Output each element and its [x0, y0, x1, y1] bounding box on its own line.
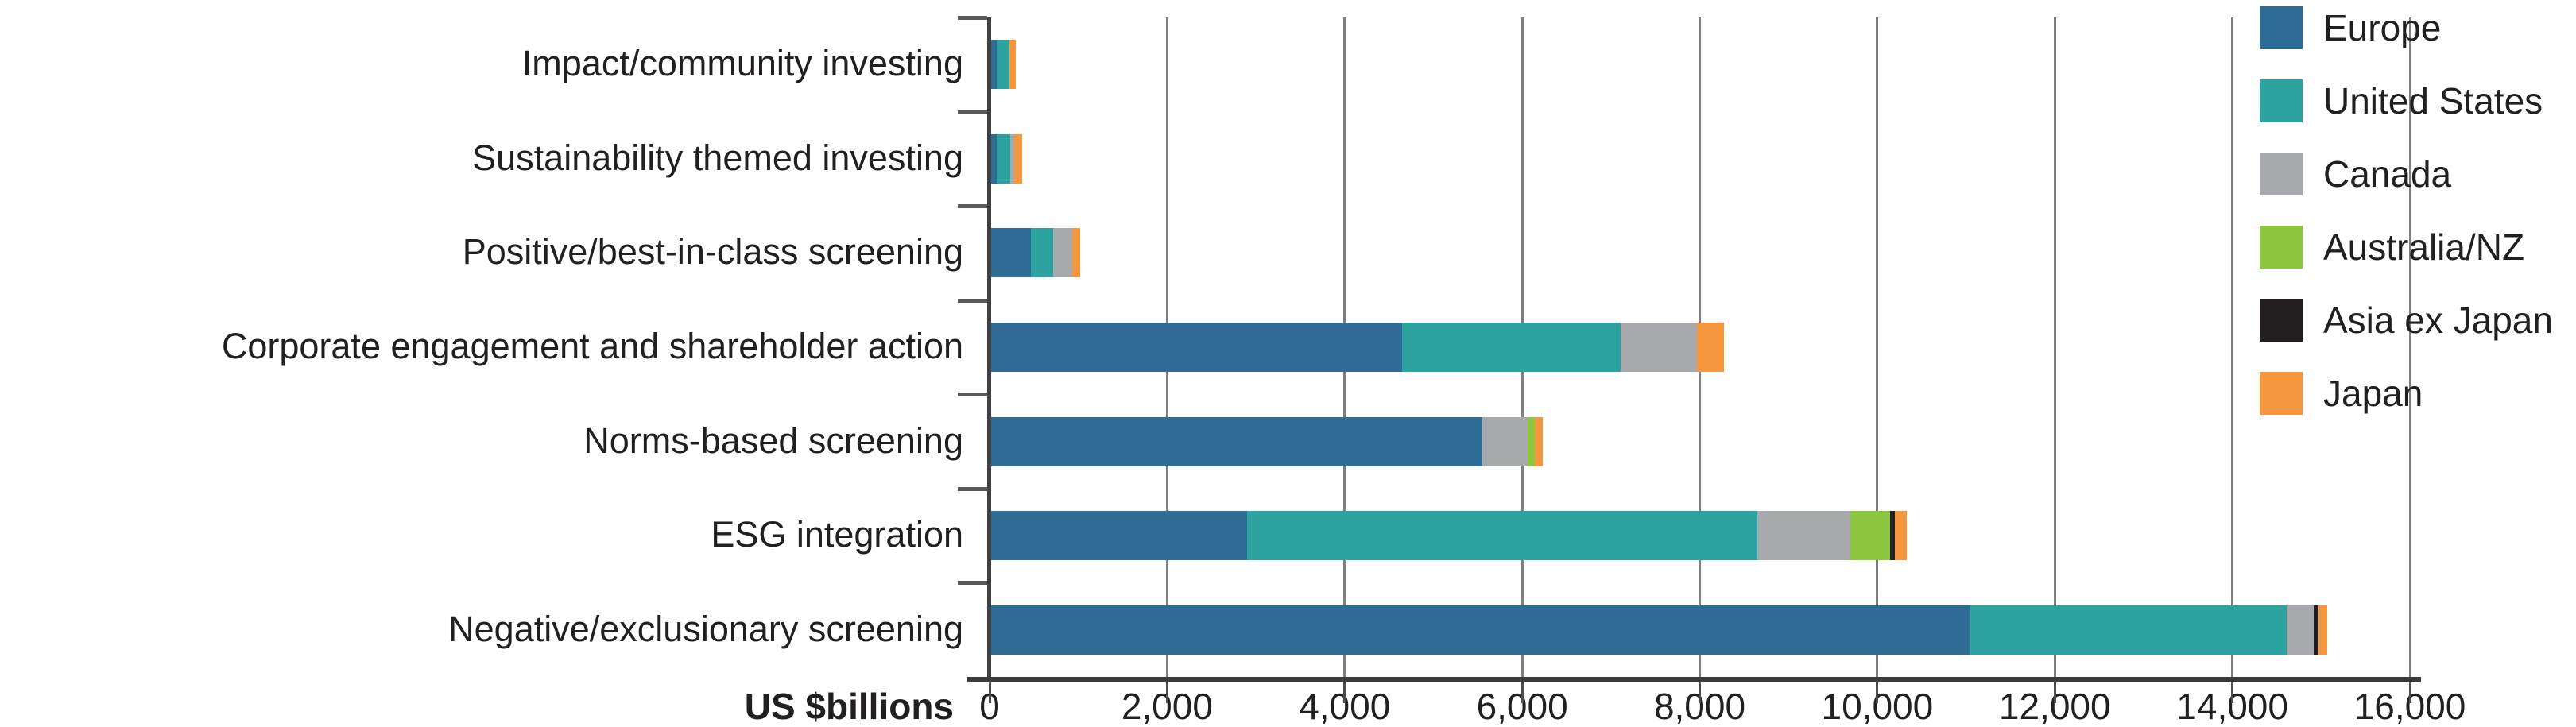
- bar-segment-asia-ex-japan: [2314, 605, 2319, 655]
- bar-norms-based-screening: [990, 416, 1543, 466]
- bar-segment-japan: [1071, 228, 1081, 278]
- bar-segment-japan: [1894, 511, 1907, 561]
- x-axis-tick: [2053, 677, 2056, 703]
- legend-item-japan: Japan: [2260, 372, 2423, 415]
- bar-segment-australia-nz: [1527, 416, 1536, 466]
- x-axis-tick: [1165, 677, 1168, 703]
- gridline: [1876, 17, 1879, 677]
- gridline: [2231, 17, 2234, 677]
- bar-segment-europe: [990, 133, 997, 184]
- x-axis-line: [967, 677, 2421, 682]
- legend-swatch-united-states: [2260, 79, 2303, 122]
- bar-segment-canada: [1009, 133, 1014, 184]
- category-label: Impact/community investing: [521, 43, 963, 84]
- legend-label: Japan: [2323, 373, 2423, 414]
- bar-segment-canada: [2286, 605, 2315, 655]
- x-axis-tick: [988, 677, 991, 703]
- bar-segment-canada: [1053, 228, 1072, 278]
- bar-segment-europe: [990, 40, 997, 90]
- legend-swatch-japan: [2260, 372, 2303, 415]
- bar-segment-canada: [1621, 323, 1698, 372]
- y-axis-tick: [958, 486, 987, 491]
- bar-segment-australia-nz: [1850, 511, 1890, 561]
- bar-segment-canada: [1482, 416, 1528, 466]
- bar-corporate-engagement-and-shareholder-action: [990, 323, 1724, 372]
- legend-label: Asia ex Japan: [2323, 300, 2553, 341]
- legend-item-europe: Europe: [2260, 6, 2441, 49]
- y-axis-tick: [958, 204, 987, 209]
- bar-segment-united-states: [1402, 323, 1621, 372]
- category-label: Positive/best-in-class screening: [462, 231, 963, 273]
- bar-sustainability-themed-investing: [990, 133, 1022, 184]
- legend-item-asia-ex-japan: Asia ex Japan: [2260, 299, 2553, 342]
- bar-segment-japan: [2318, 605, 2327, 655]
- legend-item-australia-nz: Australia/NZ: [2260, 226, 2524, 269]
- x-axis-tick: [1343, 677, 1346, 703]
- bar-segment-united-states: [1246, 511, 1758, 561]
- category-label: Sustainability themed investing: [472, 137, 963, 178]
- gridline: [2408, 17, 2411, 677]
- bar-negative-exclusionary-screening: [990, 605, 2327, 655]
- bar-esg-integration: [990, 511, 1907, 561]
- x-axis-title: US $billions: [744, 686, 954, 727]
- legend-swatch-europe: [2260, 6, 2303, 49]
- y-axis-tick: [958, 581, 987, 586]
- legend-swatch-canada: [2260, 153, 2303, 195]
- x-axis-tick: [1876, 677, 1879, 703]
- legend-label: Europe: [2323, 7, 2442, 48]
- y-axis-tick: [958, 298, 987, 303]
- y-axis-tick: [958, 110, 987, 114]
- bar-segment-japan: [1535, 416, 1543, 466]
- bar-segment-united-states: [1030, 228, 1054, 278]
- x-axis-tick: [2231, 677, 2234, 703]
- category-label: ESG integration: [711, 514, 963, 555]
- gridline: [2053, 17, 2056, 677]
- y-axis-tick: [958, 393, 987, 397]
- bar-segment-united-states: [996, 133, 1010, 184]
- legend-label: Canada: [2323, 153, 2452, 195]
- x-axis-tick: [1699, 677, 1701, 703]
- bar-segment-europe: [990, 416, 1482, 466]
- legend-label: Australia/NZ: [2323, 226, 2525, 268]
- legend-label: United States: [2323, 80, 2543, 122]
- bar-segment-europe: [990, 511, 1247, 561]
- bar-segment-united-states: [997, 40, 1009, 90]
- x-axis-tick: [1520, 677, 1524, 703]
- x-axis-tick: [2408, 677, 2411, 703]
- legend-swatch-asia-ex-japan: [2260, 299, 2303, 342]
- y-axis-tick: [958, 16, 987, 20]
- bar-segment-canada: [1757, 511, 1851, 561]
- bar-segment-europe: [990, 228, 1031, 278]
- bar-segment-japan: [1009, 40, 1017, 90]
- bar-segment-europe: [990, 323, 1403, 372]
- y-axis-line: [987, 17, 991, 682]
- category-label: Corporate engagement and shareholder act…: [221, 326, 963, 366]
- legend-item-canada: Canada: [2260, 153, 2451, 195]
- category-label: Norms-based screening: [583, 420, 963, 461]
- legend-swatch-australia-nz: [2260, 226, 2303, 269]
- bar-impact-community-investing: [990, 40, 1017, 90]
- bar-segment-asia-ex-japan: [1889, 511, 1895, 561]
- legend-item-united-states: United States: [2260, 79, 2543, 122]
- bar-segment-japan: [1013, 133, 1022, 184]
- bar-segment-europe: [990, 605, 1971, 655]
- bar-segment-united-states: [1970, 605, 2287, 655]
- bar-positive-best-in-class-screening: [990, 228, 1081, 278]
- category-label: Negative/exclusionary screening: [448, 608, 963, 649]
- bar-segment-japan: [1697, 323, 1724, 372]
